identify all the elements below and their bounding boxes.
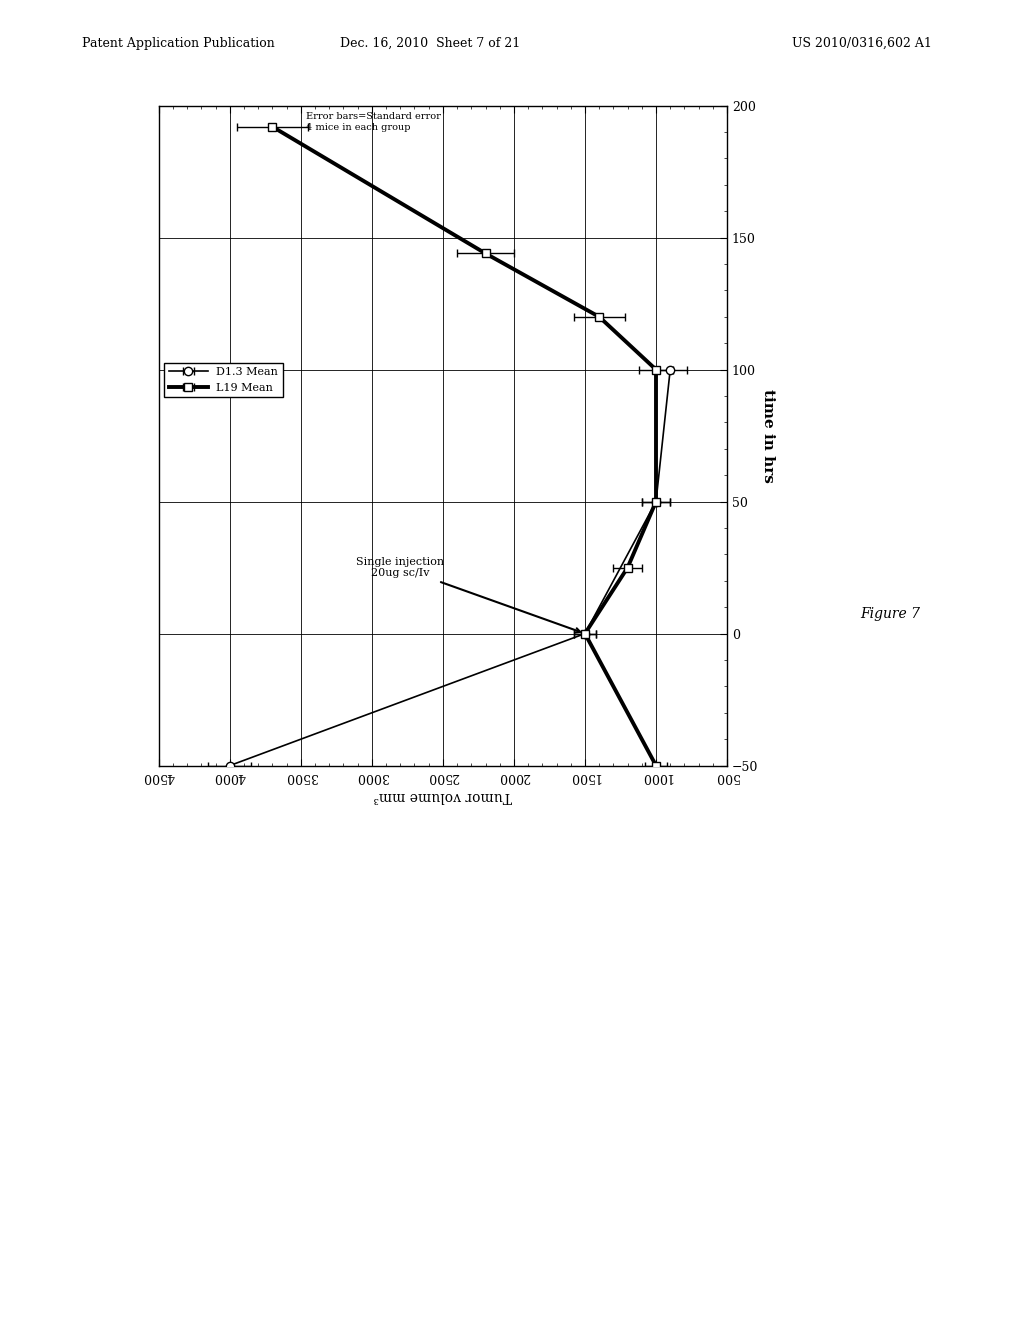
Text: Single injection
20ug sc/Iv: Single injection 20ug sc/Iv bbox=[356, 557, 581, 632]
Text: Figure 7: Figure 7 bbox=[860, 607, 921, 622]
X-axis label: Tumor volume mm³: Tumor volume mm³ bbox=[374, 789, 512, 803]
Text: Patent Application Publication: Patent Application Publication bbox=[82, 37, 274, 50]
Text: US 2010/0316,602 A1: US 2010/0316,602 A1 bbox=[792, 37, 932, 50]
Legend: D1.3 Mean, L19 Mean: D1.3 Mean, L19 Mean bbox=[164, 363, 283, 397]
Y-axis label: time in hrs: time in hrs bbox=[761, 388, 775, 483]
Text: Error bars=Standard error
4 mice in each group: Error bars=Standard error 4 mice in each… bbox=[306, 112, 441, 132]
Text: Dec. 16, 2010  Sheet 7 of 21: Dec. 16, 2010 Sheet 7 of 21 bbox=[340, 37, 520, 50]
